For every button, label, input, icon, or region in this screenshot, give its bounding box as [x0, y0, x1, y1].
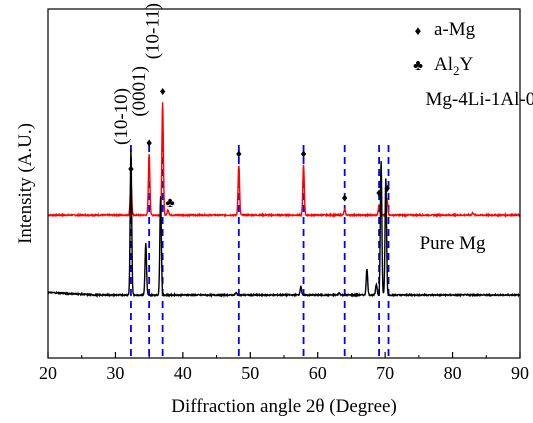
- x-tick-label-80: 80: [444, 363, 462, 383]
- y-axis-label: Intensity (A.U.): [15, 123, 36, 244]
- series-line-pure-mg: [47, 149, 521, 299]
- a-mg-marker-5: ♦: [300, 146, 306, 160]
- annotation-mg-4li-1al-0-5y: Mg-4Li-1Al-0.5Y: [426, 89, 533, 110]
- annotation-10-10: (10-10): [111, 88, 132, 145]
- series-line-mg-4li-1al-0-5y: [47, 102, 521, 219]
- x-tick-label-30: 30: [106, 363, 124, 383]
- legend-symbol-1: ♣: [413, 58, 423, 74]
- x-tick-label-70: 70: [376, 363, 394, 383]
- x-tick-label-40: 40: [174, 363, 192, 383]
- x-tick-label-50: 50: [241, 363, 259, 383]
- a-mg-marker-1: ♦: [146, 136, 152, 150]
- a-mg-marker-2: ♦: [160, 84, 166, 98]
- a-mg-marker-8: ♦: [384, 181, 390, 195]
- legend-symbol-0: ♦: [415, 23, 422, 38]
- annotation-10-11: (10-11): [143, 3, 164, 59]
- a-mg-marker-6: ♦: [342, 191, 348, 205]
- x-tick-label-60: 60: [309, 363, 327, 383]
- al2y-marker-3: ♣: [165, 196, 174, 211]
- annotation-0001: (0001): [129, 66, 150, 117]
- a-mg-marker-0: ♦: [128, 162, 134, 176]
- a-mg-marker-7: ♦: [376, 185, 382, 199]
- x-axis-label: Diffraction angle 2θ (Degree): [171, 396, 397, 417]
- a-mg-marker-4: ♦: [236, 146, 242, 160]
- x-tick-label-20: 20: [39, 363, 57, 383]
- legend-label-1: Al2Y: [434, 54, 474, 78]
- x-tick-label-90: 90: [511, 363, 529, 383]
- annotation-pure-mg: Pure Mg: [420, 233, 486, 254]
- legend-label-0: a-Mg: [434, 19, 476, 40]
